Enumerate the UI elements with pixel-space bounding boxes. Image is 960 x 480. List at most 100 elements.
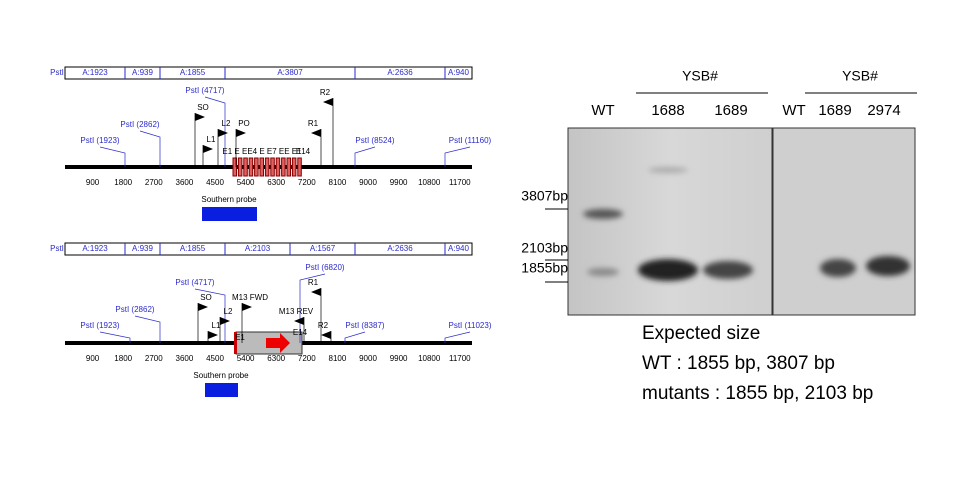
lane-label: 1688 xyxy=(651,102,684,119)
scale-label: 6300 xyxy=(267,354,285,363)
fragment-label: PstI xyxy=(50,68,64,77)
exon xyxy=(237,157,243,177)
site-label: R2 xyxy=(318,321,329,330)
site-label: L1 xyxy=(212,321,221,330)
probe xyxy=(205,383,238,397)
scale-label: 5400 xyxy=(237,178,255,187)
scale-label: 1800 xyxy=(114,354,132,363)
site-line xyxy=(99,331,131,343)
primer-flag xyxy=(242,303,252,311)
fragment: A:1855 xyxy=(180,68,206,77)
exon xyxy=(297,157,302,177)
expected-size: WT : 1855 bp, 3807 bp xyxy=(642,353,835,374)
scale-label: 7200 xyxy=(298,178,316,187)
southern-blot: YSB# YSB# WT 1688 1689 WT 1689 2974 3807bp 2103bp… xyxy=(521,68,917,404)
scale-label: 900 xyxy=(86,178,100,187)
lane-label: 2974 xyxy=(867,102,900,119)
scale-label: 5400 xyxy=(237,354,255,363)
site-label: PstI (11160) xyxy=(449,136,492,145)
scale-label: 4500 xyxy=(206,354,224,363)
site-label: R1 xyxy=(308,278,319,287)
fragment: A:3807 xyxy=(277,68,303,77)
site-label: PO xyxy=(238,119,250,128)
fragment: A:940 xyxy=(448,244,469,253)
probe-label: Southern probe xyxy=(193,371,249,380)
scale-label: 4500 xyxy=(206,178,224,187)
scale-label: 3600 xyxy=(176,178,194,187)
site-label: SO xyxy=(200,293,212,302)
scale-label: 900 xyxy=(86,354,100,363)
site-label: L2 xyxy=(222,119,231,128)
bands xyxy=(583,167,910,281)
scale-label: 2700 xyxy=(145,354,163,363)
site-label: PstI (2862) xyxy=(115,305,154,314)
primer-flag xyxy=(311,129,321,137)
site-label: PstI (4717) xyxy=(175,278,214,287)
exon xyxy=(281,157,286,177)
primer-flag xyxy=(203,145,213,153)
group-header: YSB# xyxy=(842,68,878,84)
site-line xyxy=(354,146,376,167)
exon xyxy=(291,157,297,177)
site-line xyxy=(134,315,161,343)
fragment-bar xyxy=(64,66,473,80)
scale-label: 10800 xyxy=(418,178,441,187)
primer-flag xyxy=(294,317,304,325)
lane-label: WT xyxy=(591,102,614,119)
site-line xyxy=(194,288,226,343)
exon xyxy=(270,157,275,177)
fragment-label: PstI xyxy=(50,244,64,253)
site-label: R2 xyxy=(320,88,331,97)
exon xyxy=(243,157,248,177)
primer-flag xyxy=(311,288,321,296)
exon xyxy=(259,157,264,177)
exon xyxy=(264,157,270,177)
site-line xyxy=(344,331,366,343)
probe-label: Southern probe xyxy=(201,195,257,204)
site-line xyxy=(444,146,471,167)
primer-flag xyxy=(208,331,218,339)
site-label: PstI (4717) xyxy=(185,86,224,95)
exon xyxy=(275,157,281,177)
scale-label: 11700 xyxy=(449,178,471,187)
fragment: A:2636 xyxy=(387,244,413,253)
scale-label: 11700 xyxy=(449,354,471,363)
fragment-bar xyxy=(64,242,473,256)
exon xyxy=(232,157,237,177)
scale-label: 1800 xyxy=(114,178,132,187)
site-label: PstI (8524) xyxy=(355,136,394,145)
fragment: A:1923 xyxy=(82,244,108,253)
blot-panel xyxy=(567,127,773,316)
primer-flag xyxy=(195,113,205,121)
site-line xyxy=(139,130,161,167)
exon xyxy=(286,157,291,177)
expected-size: Expected size xyxy=(642,323,760,344)
primer-flag xyxy=(218,129,228,137)
fragment: A:1923 xyxy=(82,68,108,77)
probe xyxy=(202,207,257,221)
scale-label: 6300 xyxy=(267,178,285,187)
fragment: A:940 xyxy=(448,68,469,77)
site-label: L1 xyxy=(207,135,216,144)
site-label: E1 xyxy=(235,333,245,342)
size-marker: 2103bp xyxy=(521,240,568,256)
scale-label: 2700 xyxy=(145,178,163,187)
primer-flag xyxy=(323,98,333,106)
fragment: A:1567 xyxy=(310,244,336,253)
site-label: PstI (8387) xyxy=(345,321,384,330)
site-label: E14 xyxy=(296,147,311,156)
blot-panel xyxy=(772,127,916,316)
site-label: E14 xyxy=(293,328,308,337)
gene-map: PstI A:1923 A:939 A:1855 A:2103 A:1567 A:2636 A… xyxy=(50,242,492,397)
gene-maps: PstI A:1923 A:939 A:1855 A:3807 A:2636 A:940Ps… xyxy=(50,66,492,397)
exon xyxy=(234,332,237,354)
lane-label: WT xyxy=(782,102,805,119)
site-label: M13 REV xyxy=(279,307,314,316)
site-label: PstI (2862) xyxy=(120,120,159,129)
lane-label: 1689 xyxy=(714,102,747,119)
expected-size: mutants : 1855 bp, 2103 bp xyxy=(642,383,873,404)
scale-label: 8100 xyxy=(329,178,347,187)
scale-label: 10800 xyxy=(418,354,441,363)
fragment: A:2636 xyxy=(387,68,413,77)
